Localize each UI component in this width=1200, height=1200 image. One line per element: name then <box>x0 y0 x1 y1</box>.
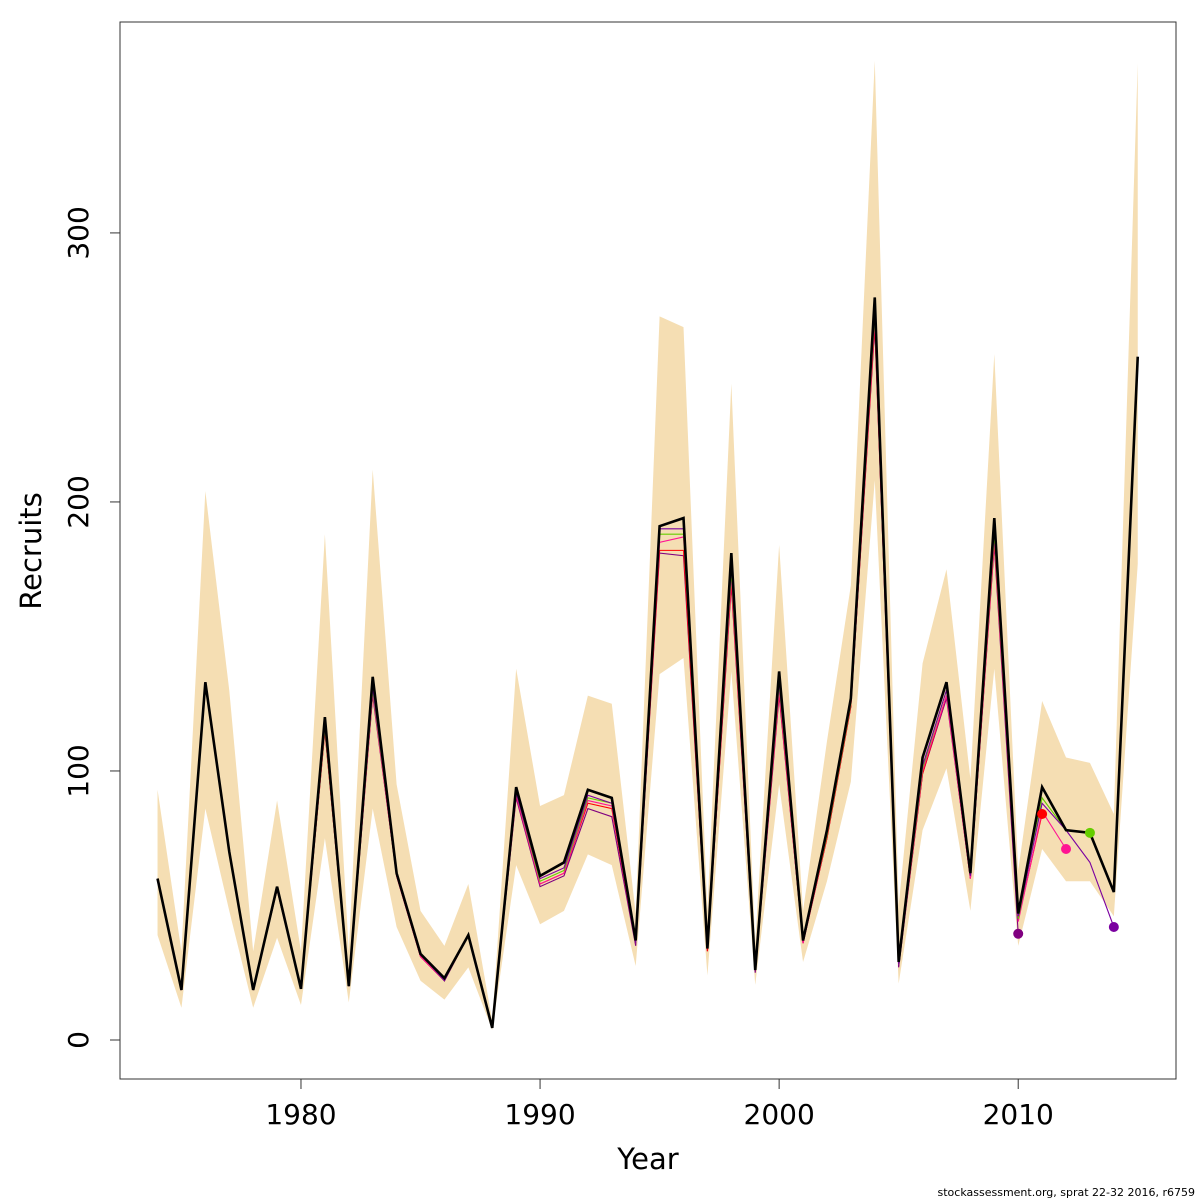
plot-frame <box>119 21 1177 1080</box>
retro-end-point <box>1061 843 1072 854</box>
y-tick-label: 0 <box>62 1031 95 1049</box>
retro-end-point <box>1037 809 1048 820</box>
y-tick-label: 300 <box>62 206 95 259</box>
x-tick-label: 2010 <box>983 1098 1054 1131</box>
retro-end-point <box>1013 928 1024 939</box>
y-tick-label: 200 <box>62 475 95 528</box>
y-tick-label: 100 <box>62 744 95 797</box>
x-tick-label: 1990 <box>504 1098 575 1131</box>
retro-end-point <box>1084 827 1095 838</box>
estimate-line <box>156 297 1140 1029</box>
footnote: stockassessment.org, sprat 22-32 2016, r… <box>938 1186 1195 1199</box>
retro-end-point <box>1108 922 1119 933</box>
y-axis-label: Recruits <box>14 492 48 609</box>
confidence-band <box>157 60 1138 1031</box>
x-tick-label: 1980 <box>265 1098 336 1131</box>
x-tick-label: 2000 <box>744 1098 815 1131</box>
x-axis-label: Year <box>616 1142 678 1176</box>
